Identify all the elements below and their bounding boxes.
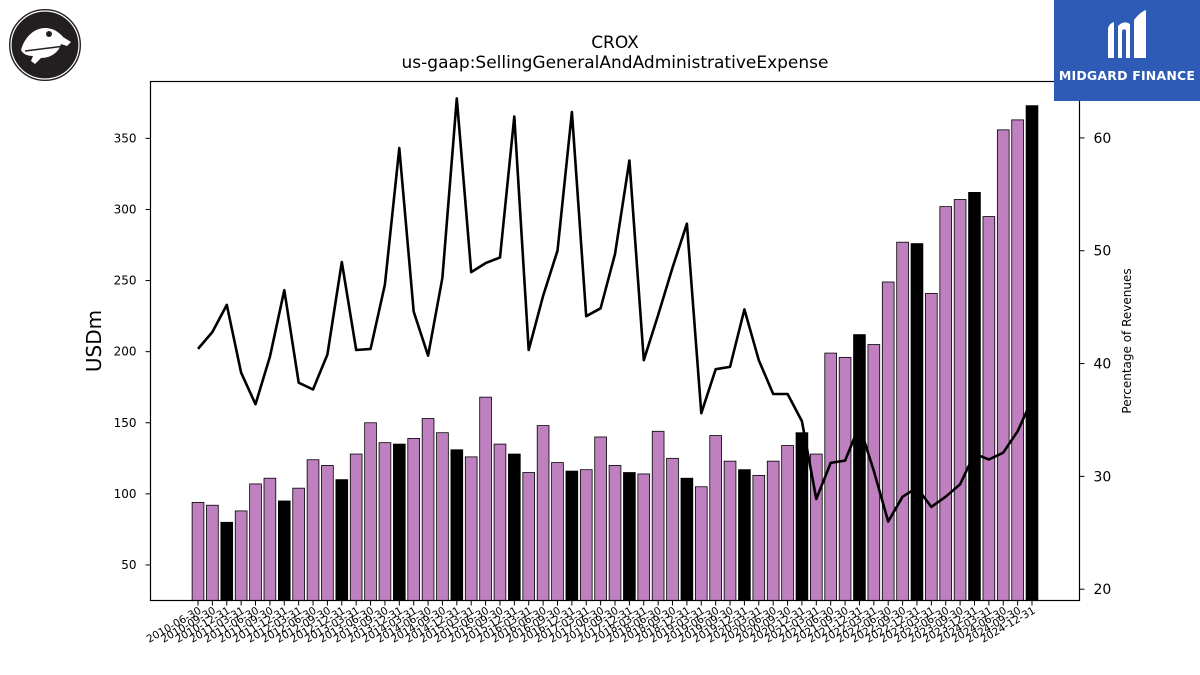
bar xyxy=(191,501,205,601)
bar xyxy=(306,459,320,601)
y-tick-label: 350 xyxy=(114,131,137,145)
bar xyxy=(579,469,593,601)
bar xyxy=(493,443,507,601)
bar xyxy=(551,462,564,601)
y2-tick-label: 50 xyxy=(1094,244,1112,260)
bar xyxy=(508,453,521,601)
bar xyxy=(896,241,909,601)
bar xyxy=(565,470,579,601)
brand-name: MIDGARD FINANCE xyxy=(1058,68,1196,83)
bar xyxy=(982,216,996,601)
bar xyxy=(709,435,722,601)
bar xyxy=(378,442,392,601)
bar xyxy=(393,443,406,601)
y-tick-label: 150 xyxy=(114,416,137,430)
y2-tick-label: 30 xyxy=(1094,469,1112,485)
bar xyxy=(996,129,1010,601)
x-axis: 2010-06-302010-09-302010-12-312011-03-31… xyxy=(145,600,1038,646)
y2-tick-label: 60 xyxy=(1094,131,1112,147)
bar xyxy=(206,504,219,601)
bar xyxy=(292,487,305,601)
bar xyxy=(853,334,866,601)
bar xyxy=(421,418,435,601)
bar xyxy=(464,456,478,601)
bar xyxy=(450,449,464,601)
ratio-line xyxy=(197,97,1034,523)
bar xyxy=(968,192,981,601)
bar xyxy=(723,460,737,601)
bar xyxy=(694,486,708,601)
bar xyxy=(838,356,852,601)
bar xyxy=(651,430,665,601)
bar xyxy=(752,474,766,601)
bar xyxy=(277,500,291,601)
ratio-line-path xyxy=(197,97,1034,523)
y2-axis-label: Percentage of Revenues xyxy=(1120,268,1134,413)
bar xyxy=(220,521,234,601)
bar xyxy=(766,460,780,601)
y-axis: 50 100 150 200 250 300 350 xyxy=(114,131,151,572)
bar xyxy=(364,422,377,601)
bar xyxy=(234,510,248,601)
bar xyxy=(536,425,550,601)
bar xyxy=(953,199,967,601)
crocodile-logo-icon xyxy=(7,7,83,83)
y-tick-label: 50 xyxy=(121,558,136,572)
bar xyxy=(939,206,953,601)
bar xyxy=(594,436,607,601)
bar xyxy=(249,483,262,601)
y2-tick-label: 40 xyxy=(1094,357,1112,373)
bar xyxy=(321,465,334,601)
bars xyxy=(191,105,1039,601)
y2-tick-label: 20 xyxy=(1094,582,1112,598)
y-tick-label: 200 xyxy=(114,345,137,359)
bar xyxy=(881,281,895,601)
bar xyxy=(910,243,924,601)
y-tick-label: 100 xyxy=(114,487,137,501)
bar xyxy=(666,457,679,601)
bar xyxy=(263,477,277,601)
y-tick-label: 300 xyxy=(114,202,137,216)
midgard-logo-icon xyxy=(1108,10,1146,58)
bar xyxy=(623,472,636,601)
brand-badge: MIDGARD FINANCE xyxy=(1054,0,1200,101)
bar xyxy=(1011,119,1024,601)
y-tick-label: 250 xyxy=(114,274,137,288)
bar xyxy=(795,432,809,601)
bar xyxy=(479,396,492,601)
y-axis-label: USDm xyxy=(82,310,106,372)
chart-subtitle: us-gaap:SellingGeneralAndAdministrativeE… xyxy=(402,53,829,73)
bar xyxy=(824,352,837,601)
y2-axis: 20 30 40 50 60 xyxy=(1079,131,1112,598)
bar xyxy=(1025,105,1039,601)
bar xyxy=(608,465,622,601)
bar xyxy=(522,472,536,601)
chart-title: CROX xyxy=(591,33,639,53)
bar xyxy=(407,438,420,601)
bar xyxy=(738,469,751,601)
bar xyxy=(925,292,938,601)
bar xyxy=(680,477,694,601)
bar xyxy=(335,479,349,601)
bar xyxy=(349,453,363,601)
bar xyxy=(436,432,449,601)
bar xyxy=(637,473,651,601)
bar xyxy=(781,445,794,601)
company-logo xyxy=(5,6,85,84)
